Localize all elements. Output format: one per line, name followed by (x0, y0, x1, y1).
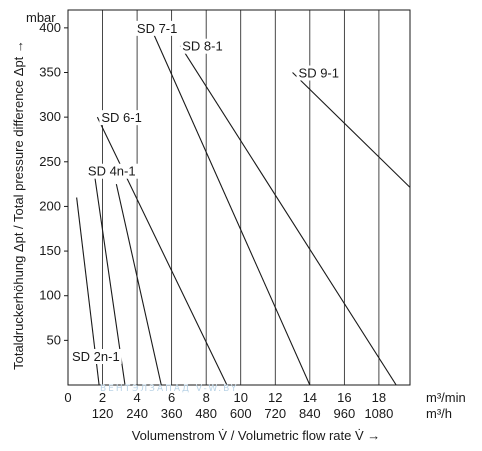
y-tick-label: 350 (39, 65, 61, 80)
series-line (179, 45, 397, 385)
x-tick-label-secondary: 720 (264, 406, 286, 421)
x-tick-label-primary: 18 (372, 390, 386, 405)
series-label: SD 6-1 (101, 110, 141, 125)
series-label-background (180, 38, 225, 54)
x-tick-label-primary: 16 (337, 390, 351, 405)
plot-frame (67, 9, 411, 386)
x-tick-label-secondary: 960 (334, 406, 356, 421)
series-label-background (296, 65, 342, 81)
y-tick-label: 200 (39, 198, 61, 213)
x-axis-title: Volumenstrom V̇ / Volumetric flow rate V… (132, 428, 381, 443)
y-tick-label: 400 (39, 20, 61, 35)
y-tick-label: 250 (39, 154, 61, 169)
y-tick-label: 300 (39, 109, 61, 124)
x-tick-label-primary: 12 (268, 390, 282, 405)
x-tick-label-primary: 4 (133, 390, 140, 405)
x-tick-label-secondary: 360 (161, 406, 183, 421)
y-tick-label: 100 (39, 288, 61, 303)
series-label: SD 2n-1 (72, 349, 120, 364)
series-line (96, 116, 228, 385)
x-tick-labels: 0 2 4 6 8 10 12 14 16 18 120 240 360 480 600 720 840 960 1… (64, 390, 393, 421)
x-tick-label-primary: 2 (99, 390, 106, 405)
x-tick-label-secondary: 600 (230, 406, 252, 421)
series-labels: SD 2n-1 SD 4n-1 SD 6-1 SD 7-1 SD 8-1 SD 9-1 (70, 20, 342, 364)
x-tick-label-primary: 0 (64, 390, 71, 405)
y-unit-label: mbar (26, 10, 56, 25)
y-tick-label: 150 (39, 243, 61, 258)
watermark: ВЕНТЭЛЗАПАД V-W.BY (100, 384, 238, 394)
series-line (292, 72, 410, 189)
x-tick-label-secondary: 120 (92, 406, 114, 421)
series-label: SD 4n-1 (88, 164, 136, 179)
series-label: SD 9-1 (299, 66, 339, 81)
x-tick-label-secondary: 1080 (364, 406, 393, 421)
series-label-background (134, 20, 180, 36)
x-tick-label-primary: 14 (303, 390, 317, 405)
y-axis-title: Totaldruckerhöhung Δpt / Total pressure … (11, 40, 26, 370)
x-tick-label-primary: 8 (203, 390, 210, 405)
x-tick-label-primary: 6 (168, 390, 175, 405)
y-tick-labels: 50 100 150 200 250 300 350 400 (39, 20, 68, 347)
x-tick-label-secondary: 480 (195, 406, 217, 421)
series-label-background (85, 163, 138, 179)
x-tick-label-secondary: 840 (299, 406, 321, 421)
plot-border (67, 9, 411, 386)
series-line (150, 27, 311, 385)
x-tick-label-primary: 10 (233, 390, 247, 405)
series-label-background (99, 110, 144, 126)
x-unit-secondary-label: m³/h (426, 406, 452, 421)
series-label: SD 7-1 (137, 21, 177, 36)
x-tick-label-secondary: 240 (126, 406, 148, 421)
y-tick-label: 50 (47, 332, 61, 347)
series-label-background (70, 349, 122, 364)
series-line (115, 183, 162, 385)
series-label: SD 8-1 (182, 39, 222, 54)
x-unit-primary-label: m³/min (426, 390, 466, 405)
